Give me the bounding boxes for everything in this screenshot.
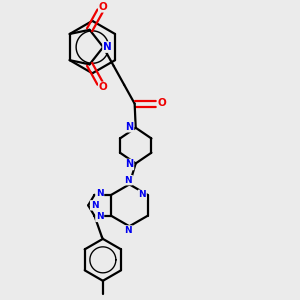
Text: N: N bbox=[96, 212, 103, 221]
Text: N: N bbox=[91, 201, 98, 210]
Text: N: N bbox=[124, 226, 132, 235]
Text: O: O bbox=[158, 98, 166, 108]
Text: N: N bbox=[125, 122, 134, 132]
Text: N: N bbox=[96, 189, 103, 198]
Text: N: N bbox=[125, 160, 134, 170]
Text: O: O bbox=[99, 82, 108, 92]
Text: N: N bbox=[124, 176, 132, 185]
Text: N: N bbox=[103, 42, 112, 52]
Text: N: N bbox=[139, 190, 146, 200]
Text: O: O bbox=[99, 2, 108, 12]
